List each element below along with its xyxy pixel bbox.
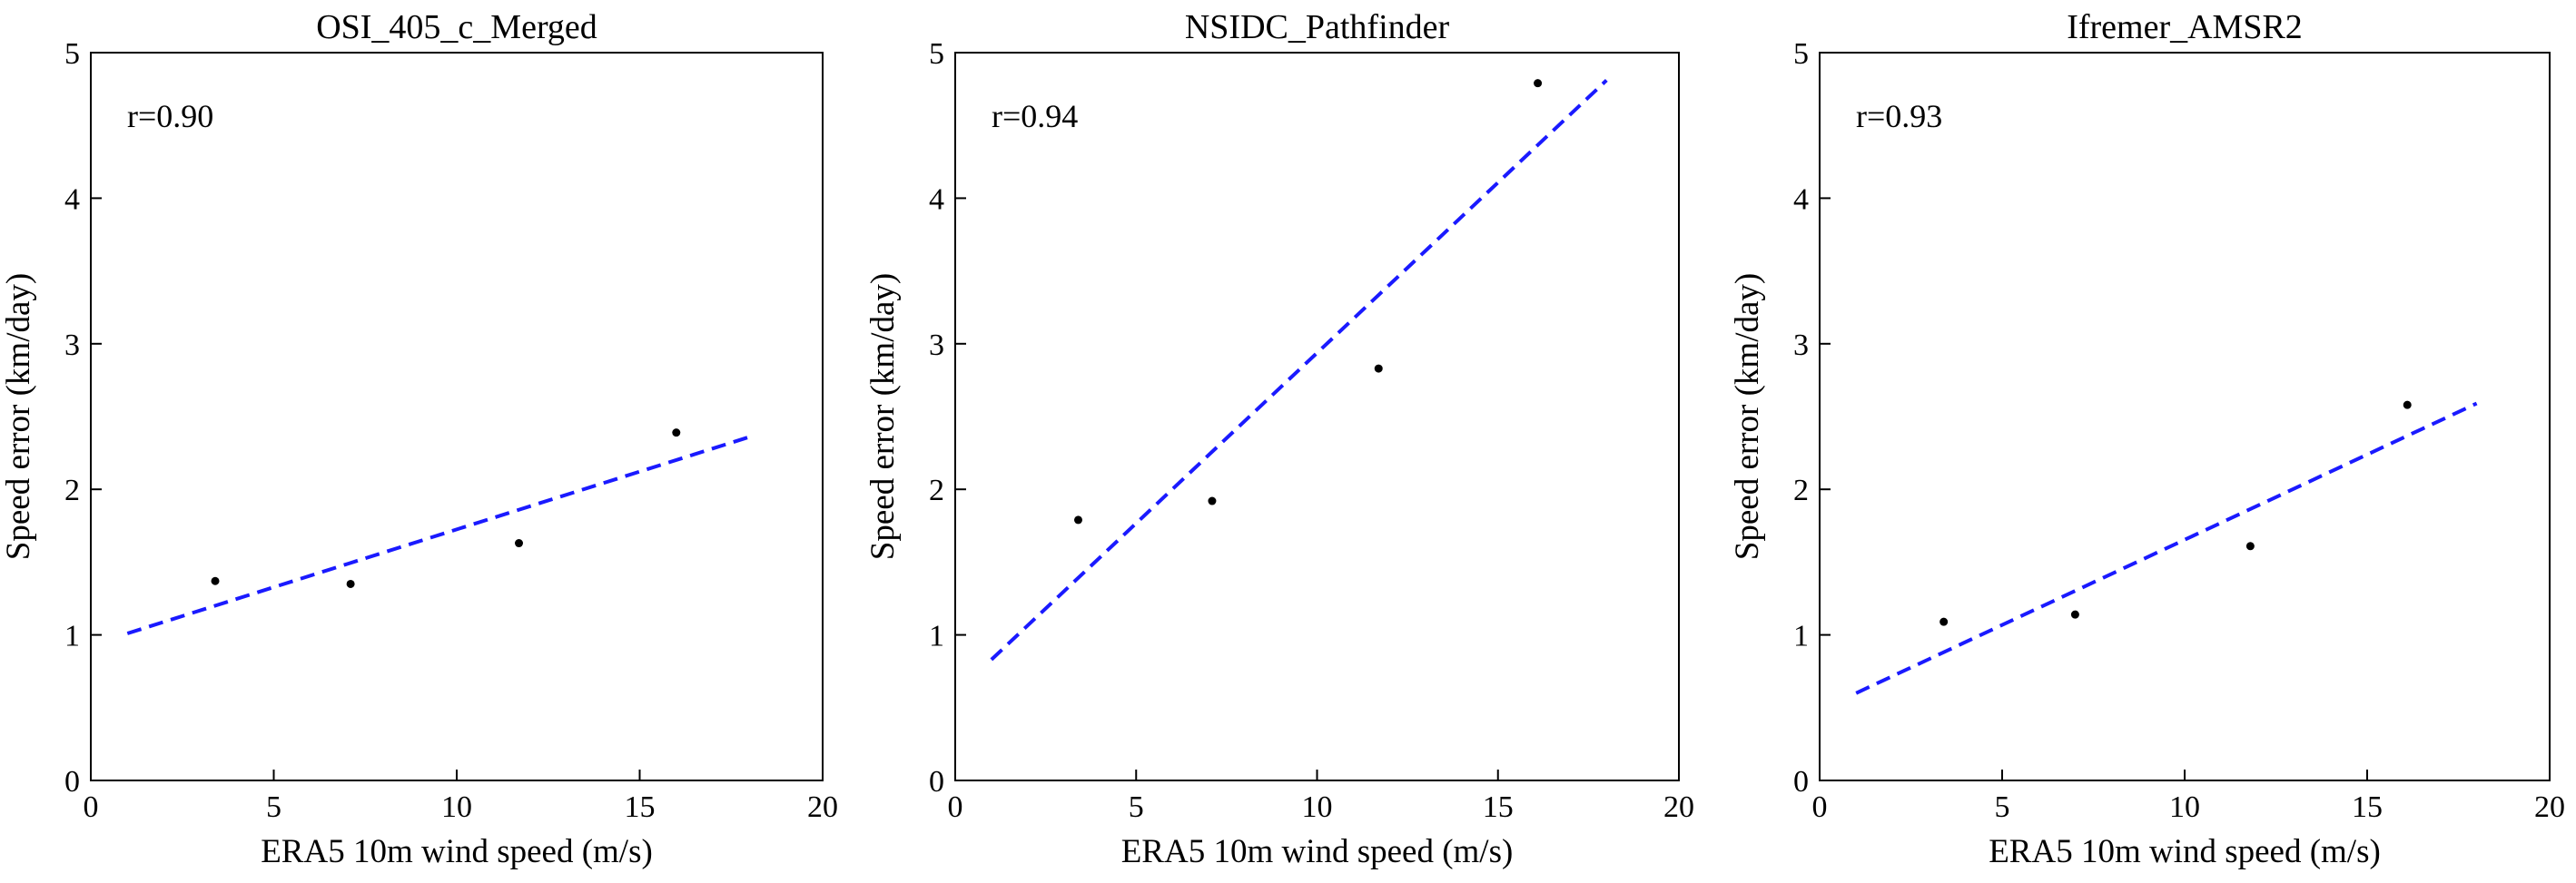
x-axis-label: ERA5 10m wind speed (m/s)	[1121, 833, 1514, 870]
y-tick-label: 2	[1793, 474, 1809, 507]
data-point	[672, 428, 681, 437]
data-point	[515, 539, 524, 548]
data-point	[211, 576, 220, 585]
y-tick-label: 4	[64, 182, 80, 216]
data-point	[1073, 515, 1082, 525]
y-tick-label: 5	[929, 37, 944, 71]
fit-line	[1855, 401, 2478, 695]
x-tick-label: 5	[266, 790, 281, 824]
x-tick-label: 20	[807, 790, 838, 824]
y-tick-label: 4	[1793, 182, 1809, 216]
chart-panel-2: NSIDC_Pathfinder 0 5 10 15 20 0 1 2 3 4 5 ERA5 10m w…	[864, 8, 1694, 870]
x-axis-label: ERA5 10m wind speed (m/s)	[1989, 833, 2381, 870]
y-tick-label: 2	[929, 474, 944, 507]
y-tick-label: 1	[929, 620, 944, 653]
y-tick-label: 1	[1793, 620, 1809, 653]
x-tick-label: 5	[1129, 790, 1144, 824]
data-point	[2070, 610, 2079, 619]
y-tick-label: 0	[929, 765, 944, 799]
correlation-label: r=0.94	[992, 98, 1078, 134]
y-tick-label: 3	[1793, 329, 1809, 362]
y-tick-label: 0	[1793, 765, 1809, 799]
x-tick-label: 10	[441, 790, 472, 824]
chart-panel-3: Ifremer_AMSR2 0 5 10 15 20 0 1 2 3 4 5 ERA5 10m wind…	[1729, 8, 2565, 870]
x-tick-label: 15	[2352, 790, 2383, 824]
x-tick-label: 15	[625, 790, 656, 824]
y-axis-label: Speed error (km/day)	[864, 273, 902, 560]
data-point	[346, 579, 355, 588]
x-tick-label: 20	[2534, 790, 2565, 824]
data-point	[1374, 364, 1383, 373]
y-tick-label: 2	[64, 474, 80, 507]
y-tick-label: 5	[64, 37, 80, 71]
x-axis-label: ERA5 10m wind speed (m/s)	[261, 833, 653, 870]
chart-panel-1: OSI_405_c_Merged 0 5 10 15 20 0 1 2 3 4 5 ERA5 10m w…	[0, 8, 838, 870]
data-point	[1208, 496, 1217, 505]
chart-title: OSI_405_c_Merged	[316, 8, 597, 46]
y-tick-label: 1	[64, 620, 80, 653]
data-point	[1939, 617, 1949, 626]
correlation-label: r=0.90	[127, 98, 213, 134]
plot-frame	[954, 52, 1680, 781]
y-tick-label: 0	[64, 765, 80, 799]
data-point	[2245, 542, 2255, 551]
fit-line	[126, 435, 751, 635]
correlation-label: r=0.93	[1856, 98, 1942, 134]
y-tick-label: 3	[929, 329, 944, 362]
y-axis-label: Speed error (km/day)	[1729, 273, 1766, 560]
y-tick-label: 5	[1793, 37, 1809, 71]
x-tick-label: 15	[1483, 790, 1514, 824]
data-point	[2403, 400, 2412, 409]
plot-frame	[1819, 52, 2551, 781]
data-point	[1534, 79, 1543, 88]
x-tick-label: 0	[84, 790, 99, 824]
x-tick-label: 0	[948, 790, 963, 824]
x-tick-label: 10	[2169, 790, 2200, 824]
x-tick-label: 0	[1812, 790, 1828, 824]
x-tick-label: 20	[1663, 790, 1694, 824]
plot-frame	[90, 52, 824, 781]
y-tick-label: 3	[64, 329, 80, 362]
fit-line	[990, 79, 1608, 662]
y-tick-label: 4	[929, 182, 944, 216]
x-tick-label: 5	[1995, 790, 2010, 824]
chart-title: Ifremer_AMSR2	[2067, 8, 2303, 46]
y-axis-label: Speed error (km/day)	[0, 273, 37, 560]
x-tick-label: 10	[1302, 790, 1333, 824]
chart-title: NSIDC_Pathfinder	[1185, 8, 1450, 46]
